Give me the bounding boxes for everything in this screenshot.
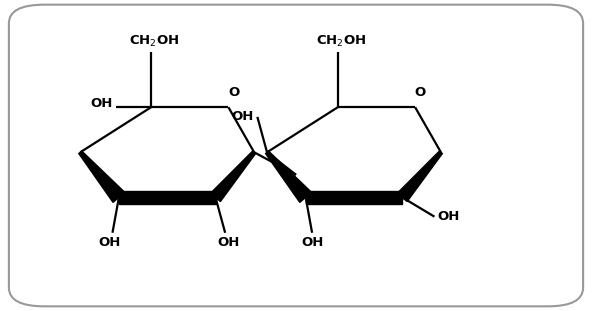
Text: O: O — [292, 186, 303, 199]
Polygon shape — [305, 191, 402, 204]
Polygon shape — [211, 151, 256, 202]
Polygon shape — [119, 191, 215, 204]
Text: O: O — [414, 86, 426, 100]
Text: OH: OH — [437, 210, 460, 223]
Text: OH: OH — [301, 236, 323, 249]
Polygon shape — [397, 151, 442, 202]
Text: OH: OH — [231, 110, 254, 123]
Polygon shape — [266, 151, 311, 202]
Text: OH: OH — [98, 236, 120, 249]
Text: O: O — [228, 86, 239, 100]
Polygon shape — [79, 151, 125, 202]
Text: CH$_2$OH: CH$_2$OH — [129, 34, 179, 49]
Text: OH: OH — [217, 236, 240, 249]
Text: OH: OH — [90, 97, 112, 110]
Text: CH$_2$OH: CH$_2$OH — [316, 34, 366, 49]
